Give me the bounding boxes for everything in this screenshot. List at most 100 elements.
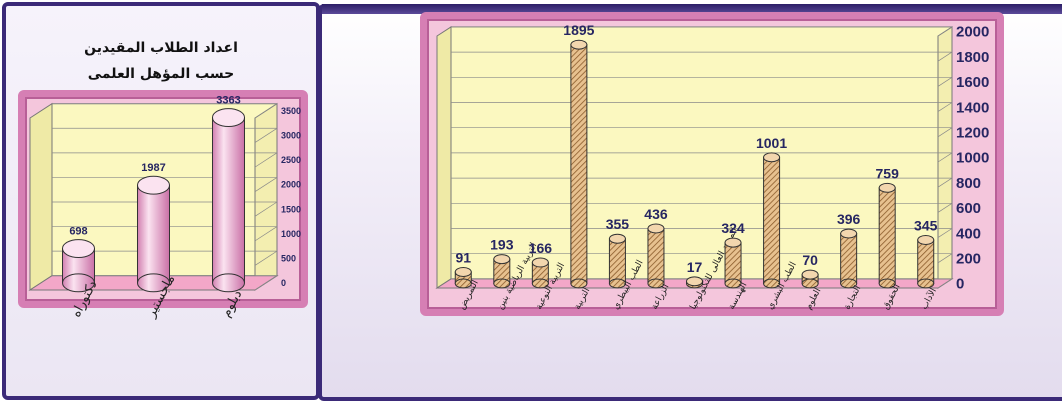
gridline-side — [254, 152, 278, 168]
y-tick-label: 3000 — [281, 131, 301, 141]
bar-base-2 — [212, 273, 245, 293]
bar-cap-1 — [137, 175, 170, 195]
plot-side-wall — [254, 102, 278, 291]
bar-1 — [137, 184, 170, 284]
gridline-side — [254, 177, 278, 193]
y-tick-label: 1000 — [956, 150, 989, 167]
bar-cap-3 — [570, 39, 588, 50]
gridline-side — [254, 275, 278, 291]
y-tick-label: 1000 — [281, 229, 301, 239]
bar-base-1 — [493, 278, 511, 289]
y-tick-label: 2000 — [956, 24, 989, 41]
bar-12 — [917, 239, 935, 284]
bar-base-10 — [840, 278, 858, 289]
value-label-10: 396 — [837, 211, 861, 227]
y-tick-label: 1400 — [956, 99, 989, 116]
gridline-side — [937, 253, 953, 264]
y-tick-label: 2000 — [281, 180, 301, 190]
y-tick-label: 0 — [281, 278, 286, 288]
bar-cap-4 — [608, 233, 626, 244]
gridline-side — [937, 203, 953, 213]
y-tick-label: 1500 — [281, 204, 301, 214]
gridline-side — [937, 152, 953, 163]
value-label-2: 3363 — [216, 95, 240, 107]
category-label-9: العلوم — [804, 287, 824, 312]
gridline-side — [937, 26, 953, 37]
value-label-6: 17 — [687, 259, 703, 275]
gridline-side — [937, 177, 953, 188]
plot-left-wall — [436, 25, 452, 289]
y-tick-label: 800 — [956, 175, 981, 192]
bar-cap-2 — [212, 108, 245, 128]
bar-cap-1 — [493, 254, 511, 265]
bar-cap-0 — [62, 239, 95, 259]
bar-base-5 — [647, 278, 665, 289]
value-label-5: 436 — [644, 206, 668, 222]
category-label-12: الآداب — [918, 286, 939, 312]
value-label-1: 1987 — [141, 162, 165, 174]
chart-title-line1: اعداد الطلاب المقيدين — [84, 40, 238, 56]
bar-cap-7 — [724, 237, 742, 248]
value-label-9: 70 — [802, 252, 818, 268]
bar-cap-8 — [763, 152, 781, 163]
bar-base-12 — [917, 278, 935, 289]
bar-base-3 — [570, 278, 588, 289]
y-tick-label: 400 — [956, 225, 981, 242]
bar-cap-2 — [531, 257, 549, 268]
category-label-3: التربية — [573, 286, 593, 311]
bar-base-8 — [763, 278, 781, 289]
y-tick-label: 1600 — [956, 74, 989, 91]
gridline-side — [937, 51, 953, 62]
bar-2 — [212, 117, 245, 284]
y-tick-label: 200 — [956, 251, 981, 268]
gridline-side — [937, 77, 953, 87]
left-chart: 0500100015002000250030003500698دكتوراه19… — [28, 95, 301, 321]
value-label-1: 193 — [490, 237, 514, 253]
value-label-0: 698 — [69, 226, 87, 238]
gridline-side — [254, 201, 278, 217]
gridline-side — [937, 127, 953, 138]
bar-base-7 — [724, 278, 742, 289]
gridline-side — [254, 226, 278, 242]
bar-8 — [763, 156, 781, 284]
bar-3 — [570, 44, 588, 284]
value-label-4: 355 — [606, 216, 630, 232]
bar-base-4 — [608, 278, 626, 289]
bar-base-0 — [62, 273, 95, 293]
value-label-7: 324 — [721, 220, 745, 236]
bar-5 — [647, 228, 665, 284]
top-bar — [322, 4, 1062, 14]
bar-base-9 — [801, 278, 819, 289]
y-tick-label: 3500 — [281, 106, 301, 116]
y-tick-label: 0 — [956, 276, 964, 293]
chart-title-line2: حسب المؤهل العلمى — [87, 66, 235, 82]
bar-cap-10 — [840, 228, 858, 239]
gridline-side — [937, 278, 953, 289]
bar-cap-9 — [801, 269, 819, 280]
y-tick-label: 2500 — [281, 155, 301, 165]
bar-11 — [878, 187, 896, 284]
gridline-side — [937, 228, 953, 238]
y-tick-label: 1200 — [956, 125, 989, 142]
value-label-12: 345 — [914, 218, 938, 234]
value-label-8: 1001 — [756, 135, 787, 151]
bar-base-0 — [454, 278, 472, 289]
value-label-11: 759 — [876, 165, 900, 181]
value-label-3: 1895 — [563, 22, 594, 38]
y-tick-label: 600 — [956, 200, 981, 217]
bar-7 — [724, 242, 742, 284]
value-label-0: 91 — [455, 250, 471, 266]
bar-base-2 — [531, 278, 549, 289]
gridline-side — [254, 127, 278, 143]
gridline-side — [937, 102, 953, 112]
bar-base-11 — [878, 278, 896, 289]
bar-cap-12 — [917, 235, 935, 245]
value-label-2: 166 — [529, 240, 553, 256]
y-tick-label: 1800 — [956, 49, 989, 66]
bar-10 — [840, 233, 858, 284]
bar-4 — [608, 238, 626, 284]
gridline-side — [254, 250, 278, 266]
category-label-2: دبلوم — [219, 288, 246, 320]
plot-left-wall — [29, 102, 53, 291]
